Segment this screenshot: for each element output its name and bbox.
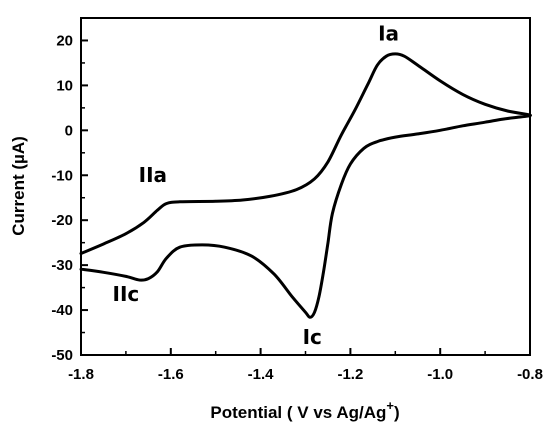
y-tick-label: -40 [51, 302, 73, 319]
x-tick-label: -1.4 [248, 366, 275, 383]
x-axis-title-main: Potential ( V vs Ag/Ag [210, 403, 386, 422]
y-tick-label: -10 [51, 167, 73, 184]
peak-annotations: Ia IIa IIc Ic [113, 21, 400, 348]
x-tick-label: -1.2 [337, 366, 363, 383]
x-axis-title-superscript: + [386, 398, 394, 413]
x-tick-label: -1.6 [158, 366, 184, 383]
x-axis-title-close: ) [394, 403, 400, 422]
peak-label-ic: Ic [303, 325, 322, 349]
peak-label-iic: IIc [113, 282, 140, 306]
cv-curve [79, 52, 532, 319]
y-tick-label: -20 [51, 212, 73, 229]
peak-label-ia: Ia [378, 21, 399, 45]
y-tick-label: 10 [56, 77, 73, 94]
y-axis-ticks: -50 -40 -30 -20 -10 0 10 20 [51, 17, 88, 364]
x-axis-title: Potential ( V vs Ag/Ag+) [210, 398, 399, 422]
x-axis-ticks: -1.8 -1.6 -1.4 -1.2 -1.0 -0.8 [68, 348, 543, 383]
x-tick-label: -1.8 [68, 366, 94, 383]
peak-label-iia: IIa [139, 163, 167, 187]
x-tick-label: -1.0 [427, 366, 453, 383]
y-tick-label: 20 [56, 32, 73, 49]
y-tick-label: 0 [65, 122, 73, 139]
x-tick-label: -0.8 [517, 366, 543, 383]
y-tick-label: -30 [51, 257, 73, 274]
y-axis-title: Current (µA) [9, 136, 28, 236]
y-tick-label: -50 [51, 347, 73, 364]
